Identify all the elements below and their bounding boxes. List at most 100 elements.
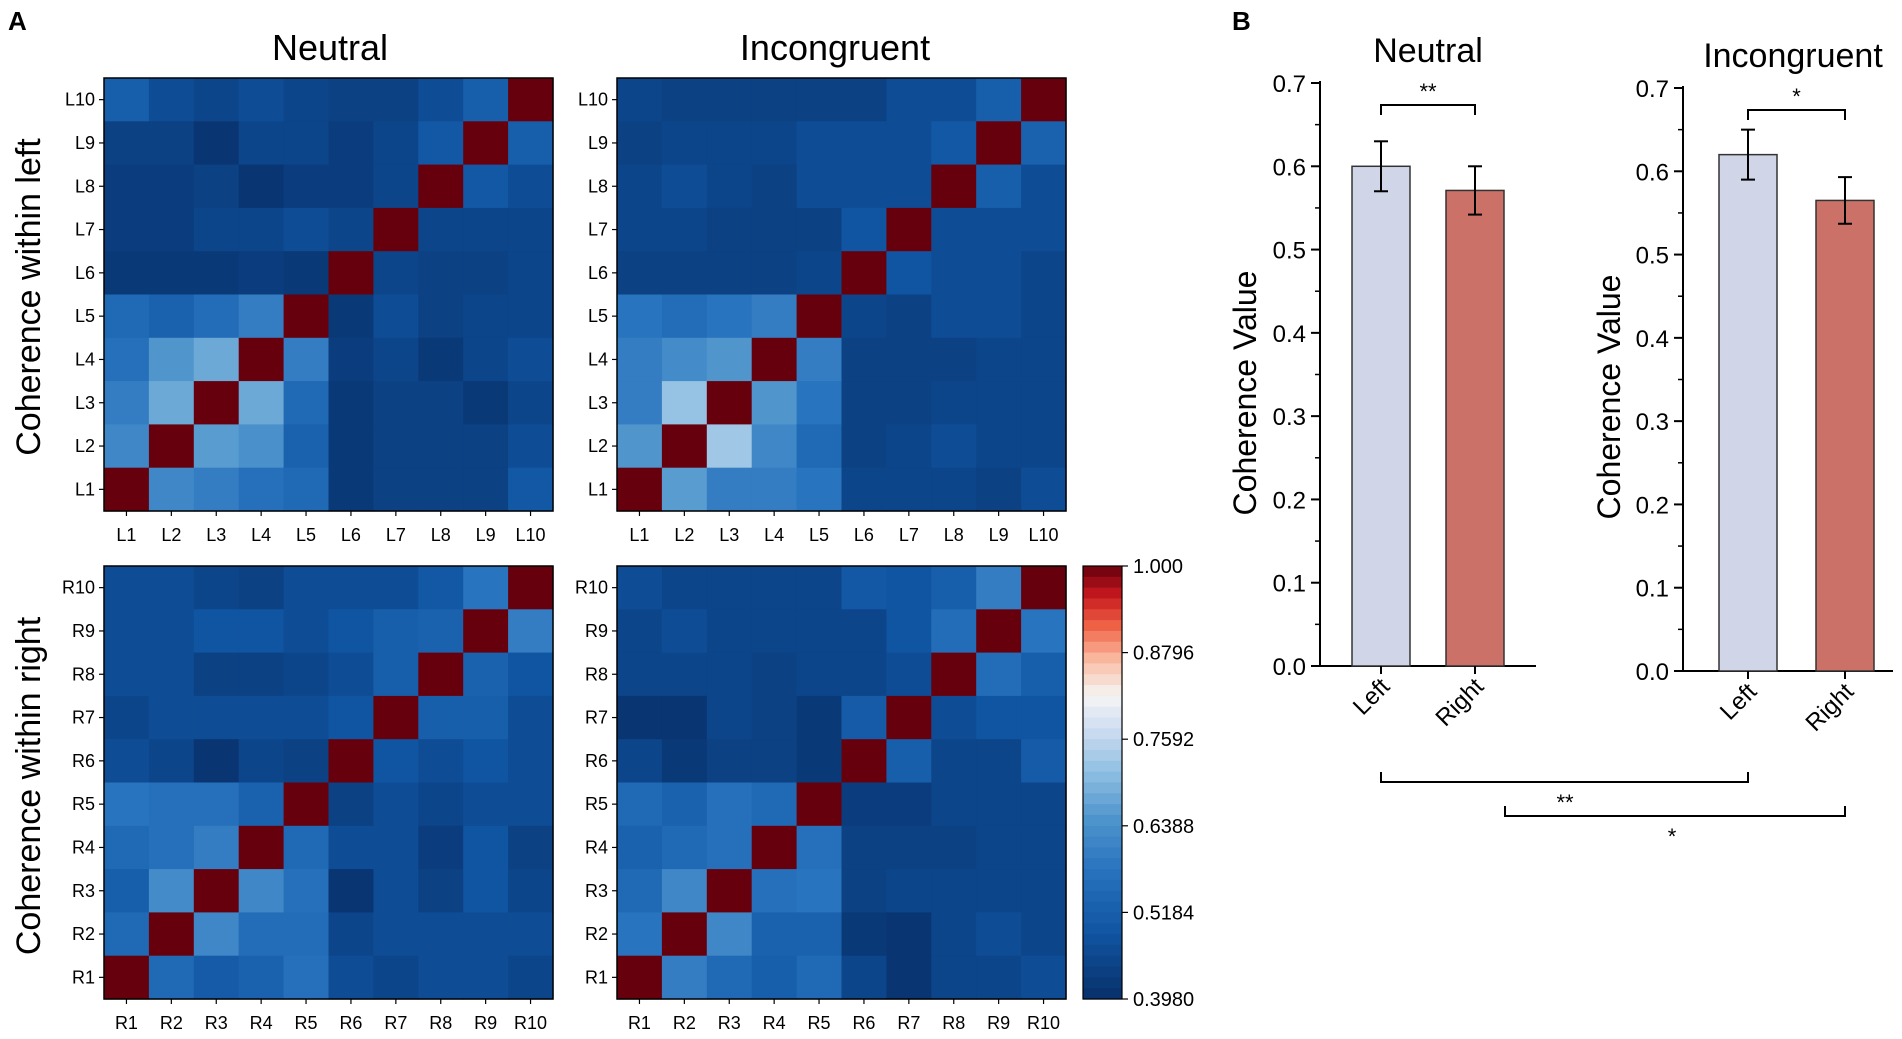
heatmap-cell — [1021, 609, 1067, 654]
heatmap-cell — [976, 207, 1022, 252]
heatmap-cell — [148, 739, 195, 784]
heatmap-cell — [373, 695, 419, 740]
y-tick-label: L8 — [75, 176, 95, 196]
heatmap-frame — [103, 565, 554, 1000]
heatmap-cell — [886, 739, 932, 784]
heatmap-cell — [508, 652, 554, 697]
heatmap-cell — [328, 467, 374, 512]
heatmap-cell — [617, 251, 663, 296]
heatmap-cell — [104, 739, 150, 784]
heatmap-cell — [104, 825, 150, 870]
heatmap-cell — [283, 294, 330, 339]
heatmap-cell — [373, 782, 419, 827]
panel-b-label: B — [1232, 6, 1251, 36]
heatmap-cell — [706, 207, 753, 252]
heatmap-cell — [373, 207, 419, 252]
heatmap-cell — [193, 609, 240, 654]
heatmap-cell — [841, 294, 887, 339]
heatmap-cell — [796, 337, 843, 382]
heatmap-cell — [976, 695, 1022, 740]
heatmap-cell — [931, 78, 977, 122]
x-tick-label: R8 — [429, 1013, 452, 1033]
heatmap-cell — [886, 424, 932, 469]
heatmap-cell — [148, 825, 195, 870]
heatmap-cell — [841, 652, 887, 697]
colorbar-step — [1083, 912, 1122, 924]
x-tick-label: R4 — [763, 1013, 786, 1033]
colorbar-tick-label: 0.5184 — [1133, 902, 1194, 924]
heatmap-cell — [463, 207, 509, 252]
heatmap-cell — [283, 251, 330, 296]
heatmap-cell — [617, 381, 663, 425]
heatmap-cell — [841, 207, 887, 252]
y-tick-label: R9 — [585, 621, 608, 641]
heatmap-cell — [148, 955, 195, 1000]
heatmap-cell — [976, 121, 1022, 166]
significance-marker: ** — [1419, 79, 1437, 104]
heatmap-cell — [796, 782, 843, 827]
panel-a-label: A — [8, 6, 27, 36]
x-tick-label: L2 — [161, 525, 181, 545]
colorbar-step — [1083, 825, 1122, 838]
colorbar-step — [1083, 706, 1122, 719]
heatmap-cell — [418, 424, 464, 469]
heatmap-cell — [283, 912, 330, 957]
heatmap-cell — [463, 251, 509, 296]
heatmap-cell — [706, 251, 753, 296]
heatmap-cell — [1021, 869, 1067, 913]
heatmap-frame — [616, 77, 1067, 512]
heatmap-cell — [706, 739, 753, 784]
y-tick-label: 0.4 — [1273, 321, 1306, 348]
heatmap-cell — [373, 825, 419, 870]
x-tick-label: L10 — [516, 525, 546, 545]
x-tick-label: L8 — [944, 525, 964, 545]
heatmap-cell — [841, 337, 887, 382]
x-tick-label: R7 — [897, 1013, 920, 1033]
heatmap-cell — [706, 695, 753, 740]
heatmap-cell — [661, 164, 708, 209]
y-tick-label: R7 — [585, 708, 608, 728]
heatmap-cell — [238, 381, 285, 425]
heatmap-cell — [418, 294, 464, 339]
category-label: Right — [1431, 673, 1490, 732]
x-tick-label: R6 — [852, 1013, 875, 1033]
significance-marker: * — [1792, 84, 1801, 109]
heatmap-cell — [418, 164, 464, 209]
heatmap-cell — [418, 121, 464, 166]
y-tick-label: 0.2 — [1273, 487, 1306, 514]
heatmap-cell — [617, 294, 663, 339]
heatmap-cell — [238, 695, 285, 740]
colorbar-step — [1083, 934, 1122, 946]
colorbar-tick-label: 0.8796 — [1133, 643, 1194, 665]
bar-neutral-ylabel: Coherence Value — [1227, 271, 1263, 516]
heatmap-cell — [373, 912, 419, 957]
y-tick-label: R9 — [72, 621, 95, 641]
heatmap-cell — [751, 609, 798, 654]
heatmap-cell — [148, 78, 195, 122]
heatmap-cell — [148, 207, 195, 252]
heatmap-cell — [328, 78, 374, 122]
heatmap-cell — [886, 825, 932, 870]
heatmap-cell — [796, 869, 843, 913]
heatmap-cell — [661, 955, 708, 1000]
heatmap-cell — [706, 869, 753, 913]
heatmap-cell — [283, 381, 330, 425]
heatmap-cell — [886, 337, 932, 382]
colorbar-step — [1083, 630, 1122, 643]
heatmap-cell — [373, 121, 419, 166]
colorbar-step — [1083, 739, 1122, 751]
y-tick-label: 0.6 — [1636, 159, 1669, 186]
heatmap-cell — [931, 164, 977, 209]
colorbar-tick-label: 0.3980 — [1133, 989, 1194, 1011]
heatmap-cell — [661, 566, 708, 610]
bar-right — [1815, 199, 1875, 672]
heatmap-cell — [886, 566, 932, 610]
y-tick-label: L3 — [588, 393, 608, 413]
heatmap-cell — [886, 294, 932, 339]
heatmap-cell — [1021, 825, 1067, 870]
heatmap-cell — [463, 337, 509, 382]
heatmap-cell — [508, 251, 554, 296]
left-row-title: Coherence within left — [10, 138, 48, 456]
heatmap-cell — [841, 782, 887, 827]
y-tick-label: 0.6 — [1273, 154, 1306, 181]
